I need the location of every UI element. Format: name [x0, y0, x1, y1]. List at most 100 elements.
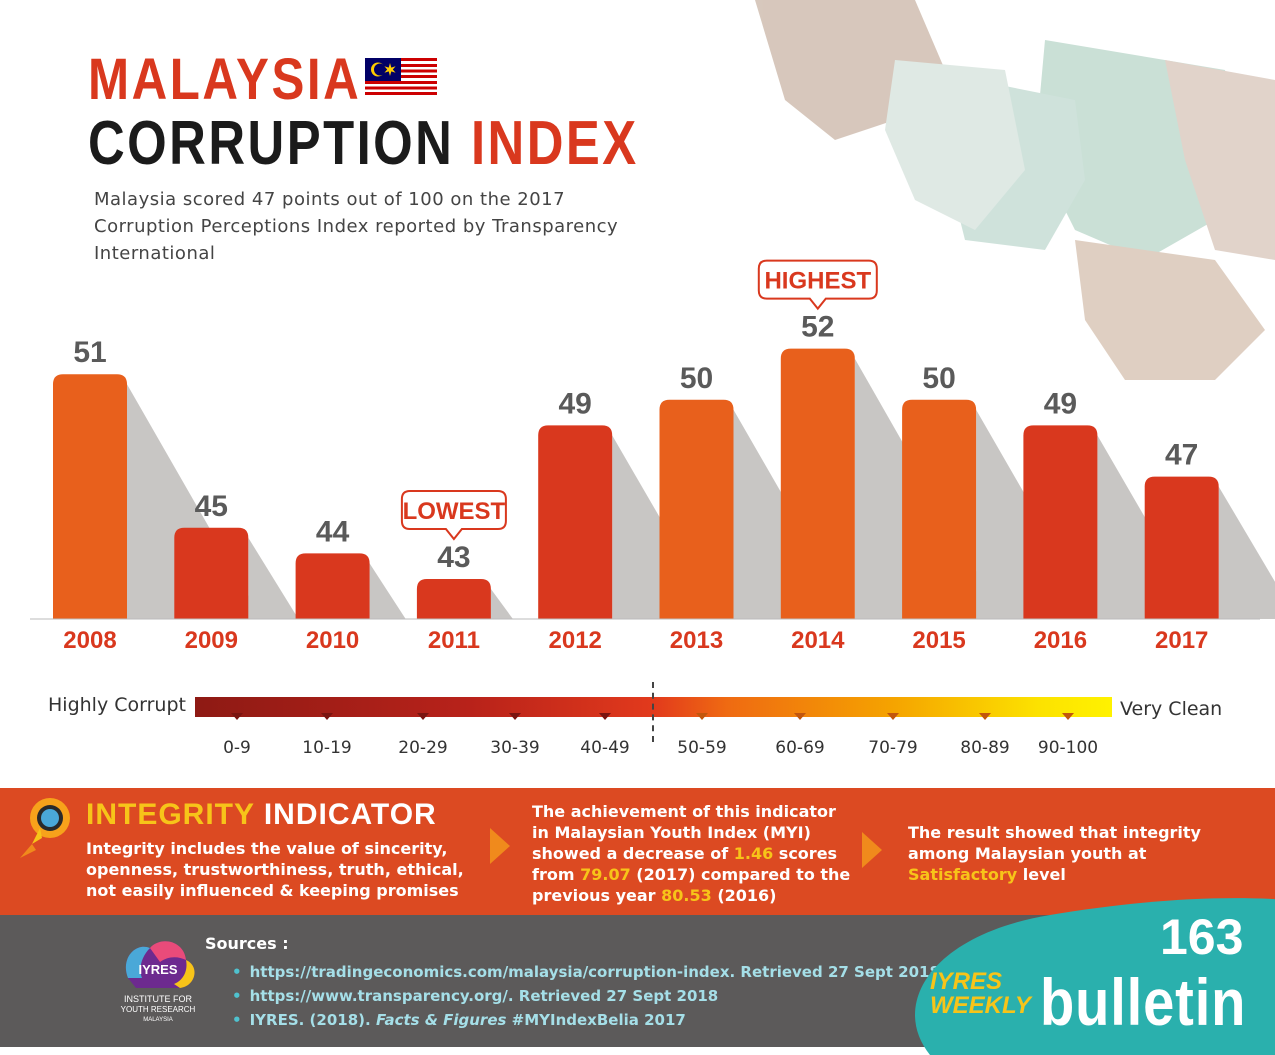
scale-tick — [887, 713, 899, 720]
scale-right-label: Very Clean — [1120, 698, 1223, 720]
bar-shadow — [1218, 486, 1275, 619]
scale-tick — [417, 713, 429, 720]
achievement-text: The achievement of this indicator in Mal… — [532, 801, 852, 906]
scale-range-label: 60-69 — [775, 738, 825, 758]
bulletin-teal-shape — [915, 898, 1275, 1055]
scale-range-label: 0-9 — [223, 738, 251, 758]
scale-tick — [321, 713, 333, 720]
bar-shadow — [248, 537, 299, 619]
annotation-text: LOWEST — [403, 498, 506, 525]
decrease-value: 1.46 — [733, 844, 774, 863]
mid-text-d: (2016) — [717, 886, 777, 905]
scale-range-label: 10-19 — [302, 738, 352, 758]
bar-2015 — [902, 399, 977, 619]
chevron-right-icon — [862, 832, 882, 868]
annotation-highest: HIGHEST — [757, 259, 878, 311]
source-link[interactable]: https://tradingeconomics.com/malaysia/co… — [249, 963, 940, 981]
category-label: 2012 — [549, 627, 602, 654]
scale-tick — [794, 713, 806, 720]
bar-2009 — [174, 527, 249, 619]
mid-text-b: scores from — [532, 844, 838, 884]
category-label: 2013 — [670, 627, 723, 654]
issue-number: 163 — [1160, 909, 1244, 965]
integrity-description: Integrity includes the value of sincerit… — [86, 839, 464, 900]
logo-caption-3: MALAYSIA — [143, 1017, 173, 1023]
brand-top: IYRES — [930, 968, 1003, 995]
scale-tick — [231, 713, 243, 720]
sources-title: Sources : — [205, 934, 289, 953]
category-label: 2009 — [185, 627, 238, 654]
scale-range-label: 80-89 — [960, 738, 1010, 758]
value-label: 49 — [1044, 387, 1077, 420]
money-hands-illustration — [755, 0, 1275, 380]
value-label: 47 — [1165, 439, 1198, 472]
title-corruption-index: CORRUPTION INDEX — [88, 108, 639, 179]
source-link[interactable]: https://www.transparency.org/. Retrieved… — [249, 987, 719, 1005]
brand-iyres-weekly: IYRES WEEKLY — [930, 970, 1031, 1018]
bar-2014 — [780, 348, 855, 619]
source-item[interactable]: • https://tradingeconomics.com/malaysia/c… — [232, 963, 940, 981]
scale-tick — [509, 713, 521, 720]
source-italic: Facts & Figures — [375, 1011, 507, 1029]
category-label: 2016 — [1034, 627, 1087, 654]
result-level: Satisfactory — [908, 865, 1018, 884]
integrity-band — [0, 788, 1275, 915]
result-text: The result showed that integrity among M… — [908, 822, 1208, 885]
title-accent: INDEX — [470, 109, 639, 178]
brand-bottom: WEEKLY — [930, 992, 1031, 1019]
value-label: 45 — [195, 490, 228, 523]
bar-2017 — [1144, 476, 1219, 619]
malaysia-flag — [365, 58, 437, 98]
mid-text-c: (2017) compared to the previous year — [532, 865, 851, 905]
category-label: 2015 — [912, 627, 965, 654]
lightbulb-rocket-icon — [20, 798, 70, 858]
bar-shadow — [490, 589, 513, 619]
chevron-right-icon — [490, 828, 510, 864]
scale-range-label: 20-29 — [398, 738, 448, 758]
result-text-b: level — [1022, 865, 1066, 884]
category-label: 2010 — [306, 627, 359, 654]
scale-range-label: 40-49 — [580, 738, 630, 758]
scale-left-label: Highly Corrupt — [48, 694, 186, 716]
logo-caption-2: YOUTH RESEARCH — [121, 1005, 196, 1014]
integrity-indicator-title: INTEGRITY INDICATOR — [86, 798, 437, 832]
source-item[interactable]: • https://www.transparency.org/. Retrieve… — [232, 987, 719, 1005]
mid-text-a: The achievement of this indicator in Mal… — [532, 802, 836, 863]
brand-bulletin: bulletin — [1040, 965, 1247, 1039]
bar-2016 — [1023, 425, 1098, 619]
annotation-lowest: LOWEST — [400, 490, 507, 541]
bar-2012 — [538, 425, 613, 619]
bar-2008 — [53, 374, 127, 619]
value-label: 49 — [559, 387, 592, 420]
value-label: 44 — [316, 515, 350, 548]
source-text: IYRES. (2018). — [249, 1011, 371, 1029]
scale-range-label: 70-79 — [868, 738, 918, 758]
score-2016: 80.53 — [661, 886, 712, 905]
score-2017: 79.07 — [580, 865, 631, 884]
bar-shadow — [369, 563, 406, 619]
source-text: #MYIndexBelia 2017 — [511, 1011, 686, 1029]
title-main: CORRUPTION — [88, 109, 455, 178]
title-malaysia: MALAYSIA — [88, 47, 362, 112]
bar-shadow — [854, 358, 1004, 619]
category-label: 2014 — [791, 627, 845, 654]
annotation-text: HIGHEST — [764, 268, 871, 295]
bar-2010 — [295, 553, 370, 619]
scale-range-label: 30-39 — [490, 738, 540, 758]
scale-divider — [652, 682, 654, 742]
bar-2013 — [659, 399, 734, 619]
scale-tick — [696, 713, 708, 720]
scale-range-label: 50-59 — [677, 738, 727, 758]
logo-text: IYRES — [138, 962, 177, 977]
category-label: 2017 — [1155, 627, 1208, 654]
scale-tick — [979, 713, 991, 720]
category-label: 2011 — [428, 627, 480, 654]
value-label: 50 — [922, 362, 955, 395]
indicator-title-accent: INTEGRITY — [86, 798, 255, 831]
category-label: 2008 — [63, 627, 116, 654]
iyres-logo: IYRES INSTITUTE FOR YOUTH RESEARCH MALAY… — [121, 941, 196, 1023]
value-label: 50 — [680, 362, 713, 395]
bar-shadow — [127, 384, 262, 619]
value-label: 51 — [73, 336, 106, 369]
scale-tick — [1062, 713, 1074, 720]
